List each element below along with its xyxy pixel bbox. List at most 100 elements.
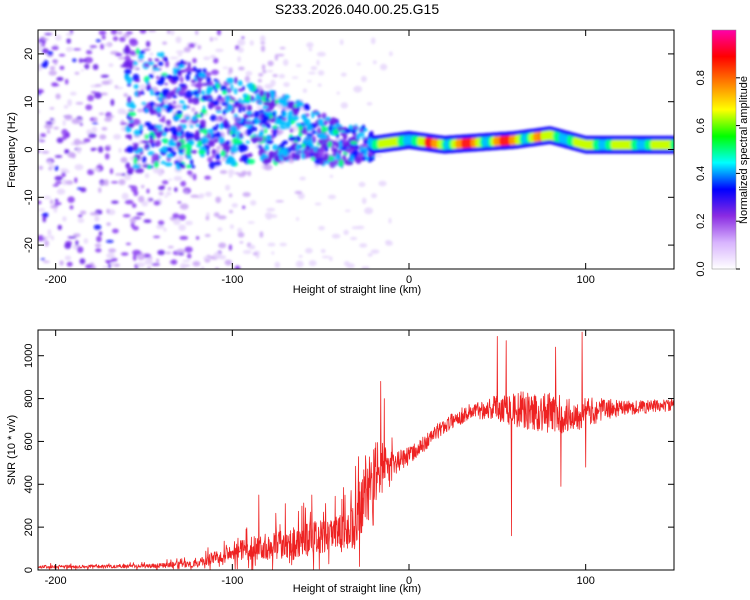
spectrogram-noise-cell: [156, 258, 160, 264]
spectrogram-signal-cell: [141, 91, 145, 95]
spectrogram-x-tick-label: 0: [406, 274, 412, 286]
spectrogram-noise-cell: [361, 75, 367, 83]
spectrogram-noise-cell: [250, 200, 257, 206]
spectrogram-signal-cell: [170, 141, 178, 147]
spectrogram-signal-cell: [124, 68, 132, 75]
colorbar: 0.0 0.2 0.4 0.6 0.8 Normalized spectral ampl…: [695, 29, 750, 277]
spectrogram-noise-cell: [229, 224, 234, 229]
spectrogram-signal-cell: [336, 152, 340, 161]
spectrogram-noise-cell: [259, 231, 264, 238]
spectrogram-signal-cell: [282, 117, 287, 121]
spectrogram-noise-cell: [240, 170, 248, 176]
spectrogram-signal-cell: [124, 44, 130, 53]
spectrogram-noise-cell: [316, 59, 320, 66]
spectrogram-signal-cell: [158, 96, 163, 103]
colorbar-title: Normalized spectral amplitude: [738, 76, 750, 224]
spectrogram-noise-cell: [139, 30, 147, 34]
spectrogram-noise-cell: [217, 227, 223, 232]
spectrogram-noise-cell: [266, 70, 274, 73]
spectrogram-noise-cell: [177, 201, 182, 204]
spectrogram-x-tick-label: -200: [45, 274, 67, 286]
spectrogram-noise-cell: [249, 40, 254, 46]
spectrogram-noise-cell: [62, 119, 66, 127]
spectrogram-signal-cell: [281, 100, 288, 108]
spectrogram-signal-cell: [186, 164, 192, 169]
spectrogram-noise-cell: [64, 255, 72, 261]
spectrogram-signal-cell: [256, 95, 262, 101]
spectrogram-signal-cell: [217, 95, 222, 99]
spectrogram-noise-cell: [252, 252, 258, 256]
snr-y-tick-label: 0: [23, 567, 35, 573]
spectrogram-noise-cell: [213, 212, 220, 218]
spectrogram-signal-cell: [178, 72, 182, 77]
spectrogram-noise-cell: [161, 180, 169, 185]
spectrogram-noise-cell: [179, 263, 187, 269]
spectrogram-noise-cell: [44, 124, 53, 129]
colorbar-tick-label: 0.0: [695, 261, 707, 276]
spectrogram-signal-cell: [169, 90, 176, 97]
spectrogram-noise-cell: [170, 30, 175, 36]
spectrogram-noise-cell: [106, 222, 111, 226]
spectrogram-signal-cell: [310, 157, 316, 161]
spectrogram-noise-cell: [44, 240, 50, 247]
spectrogram-noise-cell: [71, 118, 81, 125]
spectrogram-signal-cell: [137, 53, 145, 61]
spectrogram-signal-cell: [273, 125, 277, 129]
spectrogram-noise-cell: [279, 242, 287, 247]
spectrogram-noise-cell: [147, 266, 151, 269]
spectrogram-signal-cell: [141, 140, 150, 144]
spectrogram-signal-cell: [345, 160, 354, 166]
spectrogram-noise-cell: [167, 245, 174, 249]
spectrogram-signal-cell: [206, 87, 213, 93]
spectrogram-signal-cell: [243, 113, 250, 119]
spectrogram-signal-cell: [152, 67, 160, 72]
spectrogram-noise-cell: [231, 203, 238, 208]
spectrogram-noise-cell: [78, 58, 83, 63]
spectrogram-signal-cell: [127, 168, 134, 175]
spectrogram-noise-cell: [213, 251, 222, 259]
spectrogram-signal-cell: [181, 104, 188, 110]
spectrogram-noise-cell: [110, 99, 115, 106]
spectrogram-signal-cell: [171, 130, 178, 136]
spectrogram-noise-cell: [370, 249, 380, 254]
spectrogram-noise-cell: [261, 64, 266, 71]
spectrogram-signal-cell: [156, 75, 160, 80]
colorbar-tick-label: 0.8: [695, 70, 707, 85]
spectrogram-noise-cell: [110, 30, 118, 35]
spectrogram-signal-cell: [305, 138, 313, 146]
spectrogram-signal-cell: [237, 80, 243, 86]
spectrogram-noise-cell: [46, 129, 51, 134]
spectrogram-noise-cell: [49, 199, 54, 205]
spectrogram-signal-cell: [133, 84, 140, 89]
spectrogram-noise-cell: [45, 121, 54, 125]
spectrogram-signal-cell: [206, 148, 210, 156]
spectrogram-signal-cell: [362, 156, 366, 162]
spectrogram-signal-cell: [180, 129, 184, 136]
snr-plot-area: [38, 330, 674, 570]
spectrogram-noise-cell: [62, 216, 67, 222]
spectrogram-x-tick-label: 100: [576, 274, 594, 286]
spectrogram-signal-cell: [215, 153, 221, 161]
spectrogram-noise-cell: [178, 224, 186, 231]
spectrogram-noise-cell: [260, 35, 266, 43]
spectrogram-signal-cell: [363, 128, 368, 132]
spectrogram-signal-cell: [185, 74, 191, 81]
spectrogram-noise-cell: [143, 219, 152, 224]
spectrogram-signal-cell: [244, 121, 253, 125]
spectrogram-signal-cell: [291, 115, 299, 121]
spectrogram-noise-cell: [234, 172, 240, 175]
spectrogram-noise-cell: [79, 122, 83, 126]
spectrogram-noise-cell: [215, 196, 222, 204]
spectrogram-noise-cell: [108, 248, 117, 253]
spectrogram-signal-cell: [233, 76, 238, 84]
spectrogram-noise-cell: [132, 118, 141, 126]
spectrogram-signal-cell: [164, 57, 168, 62]
spectrogram-signal-cell: [248, 84, 254, 92]
spectrogram-noise-cell: [164, 100, 168, 104]
spectrogram-noise-cell: [50, 118, 54, 121]
spectrogram-noise-cell: [213, 37, 218, 41]
spectrogram-signal-cell: [125, 162, 131, 169]
spectrogram-signal-cell: [171, 75, 180, 82]
spectrogram-signal-cell: [362, 147, 370, 151]
spectrogram-noise-cell: [95, 39, 101, 43]
